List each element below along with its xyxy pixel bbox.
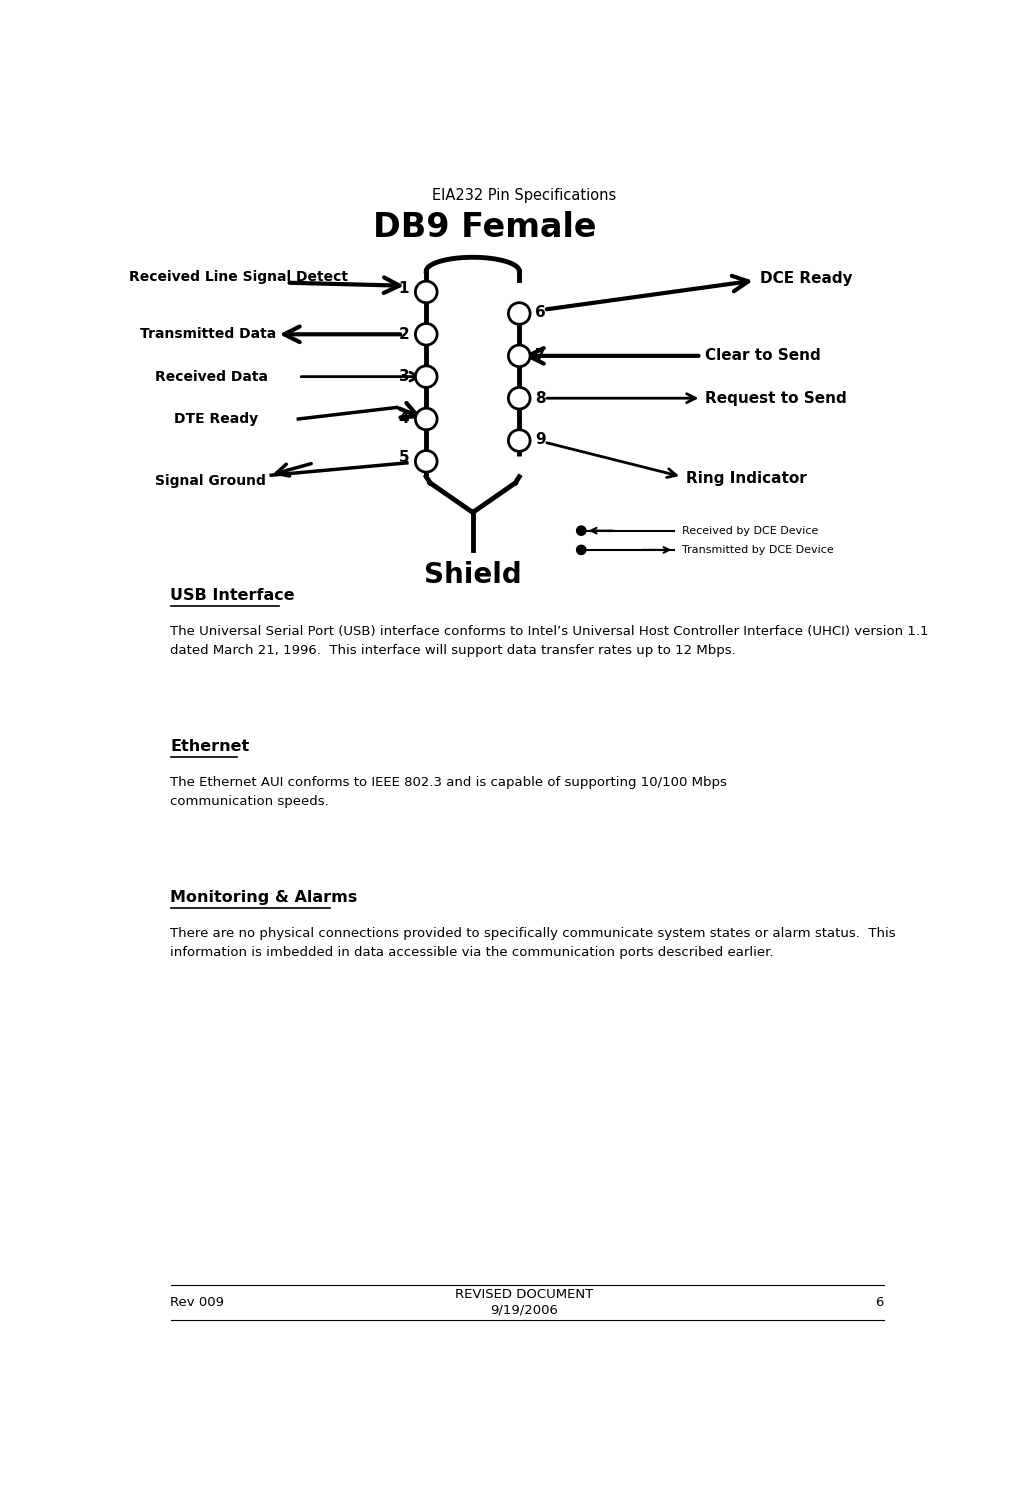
Text: There are no physical connections provided to specifically communicate system st: There are no physical connections provid… — [171, 928, 896, 959]
Text: Received by DCE Device: Received by DCE Device — [682, 525, 818, 536]
Text: Rev 009: Rev 009 — [171, 1296, 224, 1309]
Text: 1: 1 — [399, 281, 409, 296]
Circle shape — [508, 429, 530, 452]
Circle shape — [415, 367, 437, 387]
Text: Request to Send: Request to Send — [705, 390, 847, 405]
Circle shape — [415, 408, 437, 429]
Text: USB Interface: USB Interface — [171, 588, 295, 603]
Circle shape — [577, 545, 586, 555]
Text: The Universal Serial Port (USB) interface conforms to Intel’s Universal Host Con: The Universal Serial Port (USB) interfac… — [171, 625, 929, 657]
Circle shape — [415, 450, 437, 473]
Circle shape — [508, 346, 530, 367]
Text: REVISED DOCUMENT
9/19/2006: REVISED DOCUMENT 9/19/2006 — [455, 1288, 593, 1316]
Text: DTE Ready: DTE Ready — [174, 411, 259, 426]
Text: 2: 2 — [398, 326, 409, 341]
Text: Signal Ground: Signal Ground — [155, 474, 266, 488]
Text: 6: 6 — [535, 305, 545, 320]
Circle shape — [577, 527, 586, 536]
Text: 7: 7 — [535, 349, 545, 364]
Text: 8: 8 — [535, 390, 545, 405]
Text: Transmitted by DCE Device: Transmitted by DCE Device — [682, 545, 834, 555]
Text: 6: 6 — [875, 1296, 884, 1309]
Text: Ethernet: Ethernet — [171, 739, 250, 754]
Text: 4: 4 — [399, 411, 409, 426]
Text: The Ethernet AUI conforms to IEEE 802.3 and is capable of supporting 10/100 Mbps: The Ethernet AUI conforms to IEEE 802.3 … — [171, 776, 727, 808]
Text: Transmitted Data: Transmitted Data — [139, 328, 276, 341]
Text: Monitoring & Alarms: Monitoring & Alarms — [171, 890, 358, 905]
Text: Received Line Signal Detect: Received Line Signal Detect — [130, 269, 349, 284]
Text: Shield: Shield — [424, 561, 522, 589]
Circle shape — [415, 323, 437, 346]
Text: EIA232 Pin Specifications: EIA232 Pin Specifications — [432, 188, 617, 203]
Text: Clear to Send: Clear to Send — [705, 349, 821, 364]
Circle shape — [415, 281, 437, 302]
Text: Ring Indicator: Ring Indicator — [685, 471, 806, 486]
Circle shape — [508, 302, 530, 325]
Text: Received Data: Received Data — [155, 370, 268, 383]
Text: 9: 9 — [535, 431, 545, 446]
Circle shape — [508, 387, 530, 408]
Text: DB9 Female: DB9 Female — [372, 211, 596, 244]
Text: 3: 3 — [399, 370, 409, 384]
Text: DCE Ready: DCE Ready — [759, 271, 852, 286]
Text: 5: 5 — [399, 450, 409, 465]
